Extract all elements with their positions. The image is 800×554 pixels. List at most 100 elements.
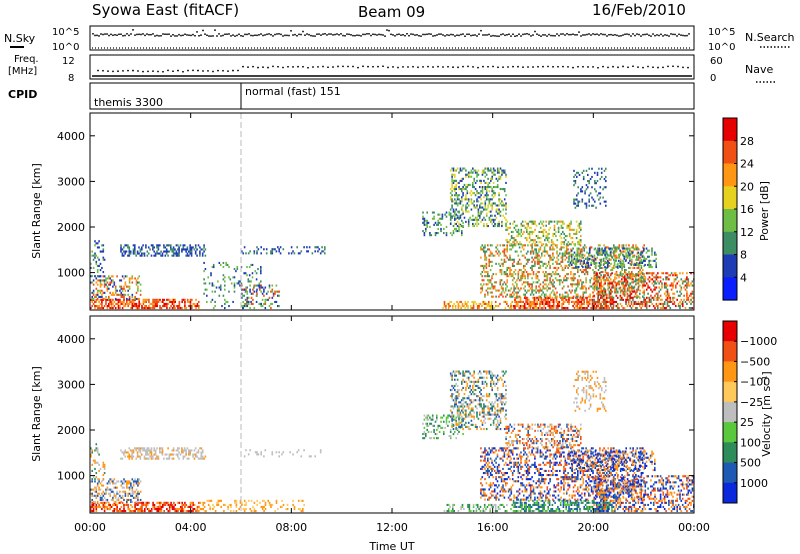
range-cell (506, 279, 508, 282)
range-cell (605, 200, 607, 203)
range-cell (481, 210, 484, 213)
range-cell (116, 503, 118, 506)
range-cell (211, 290, 214, 293)
range-cell (461, 188, 463, 191)
range-cell (293, 252, 296, 255)
range-cell (606, 256, 608, 259)
range-cell (168, 298, 171, 301)
range-cell (591, 255, 594, 258)
range-cell (585, 271, 587, 274)
range-cell (485, 258, 488, 261)
range-cell (465, 196, 467, 199)
range-cell (509, 254, 511, 257)
range-cell (571, 285, 573, 288)
range-cell (160, 254, 162, 257)
range-cell (651, 253, 653, 256)
range-cell (514, 305, 516, 308)
range-cell (495, 289, 497, 292)
range-cell (204, 282, 207, 285)
range-cell (102, 463, 105, 466)
range-cell (604, 253, 606, 256)
range-cell (472, 167, 474, 170)
range-cell (265, 298, 268, 301)
range-cell (268, 305, 271, 308)
range-cell (570, 248, 572, 251)
range-cell (228, 290, 230, 293)
range-cell (526, 302, 529, 305)
range-cell (121, 482, 124, 485)
range-cell (641, 302, 644, 305)
range-cell (577, 171, 579, 174)
range-cell (132, 305, 135, 308)
range-cell (252, 298, 254, 301)
range-cell (106, 298, 109, 301)
range-cell (241, 292, 243, 295)
range-cell (145, 246, 147, 249)
range-cell (581, 281, 583, 284)
range-cell (614, 286, 616, 289)
range-cell (466, 173, 469, 176)
range-cell (586, 296, 588, 299)
range-cell (675, 272, 677, 275)
range-cell (527, 222, 529, 225)
range-cell (233, 290, 236, 293)
range-cell (537, 235, 539, 238)
range-cell (492, 190, 495, 193)
range-cell (477, 200, 480, 203)
range-cell (144, 298, 146, 301)
range-cell (157, 457, 160, 460)
range-cell (484, 295, 486, 298)
freq-sample (242, 65, 244, 68)
range-cell (566, 307, 569, 310)
range-cell (628, 273, 630, 276)
range-cell (591, 196, 593, 199)
range-cell (487, 198, 489, 201)
range-cell (146, 298, 149, 301)
nsky-strip: N.Sky 10^5 10^0 10^5 10^0 N.Search (4, 25, 795, 53)
range-cell (539, 295, 542, 298)
range-cell (596, 276, 598, 279)
range-cell (688, 300, 691, 303)
range-cell (607, 288, 609, 291)
range-cell (565, 246, 568, 249)
range-cell (102, 490, 105, 493)
range-cell (614, 300, 616, 303)
range-cell (156, 501, 158, 504)
range-cell (641, 251, 644, 254)
range-cell (139, 289, 142, 292)
freq-sample (397, 66, 399, 69)
range-cell (106, 305, 109, 308)
range-cell (593, 302, 595, 305)
range-cell (622, 276, 624, 279)
range-cell (116, 486, 118, 489)
freq-label-bottom: [MHz] (8, 66, 37, 77)
range-cell (449, 208, 452, 211)
range-cell (691, 280, 694, 283)
range-cell (459, 216, 462, 219)
range-cell (128, 482, 131, 485)
range-cell (564, 307, 566, 310)
colorbar-tick-label: 20 (740, 180, 754, 193)
range-cell (454, 175, 456, 178)
range-cell (250, 263, 252, 266)
range-cell (567, 248, 569, 251)
range-cell (623, 276, 626, 279)
range-cell (500, 262, 503, 265)
range-cell (477, 214, 480, 217)
range-cell (90, 500, 92, 503)
range-cell (521, 244, 524, 247)
range-cell (633, 289, 636, 292)
range-cell (504, 307, 507, 310)
nsky-tick-top: 10^5 (52, 27, 79, 38)
range-cell (523, 230, 525, 233)
range-cell (494, 169, 496, 172)
range-cell (271, 248, 274, 251)
range-cell (470, 169, 473, 172)
range-cell (476, 190, 478, 193)
range-cell (132, 496, 135, 499)
range-cell (644, 305, 647, 308)
range-cell (521, 283, 524, 286)
range-cell (556, 279, 558, 282)
range-cell (490, 305, 493, 308)
range-cell (131, 478, 134, 481)
